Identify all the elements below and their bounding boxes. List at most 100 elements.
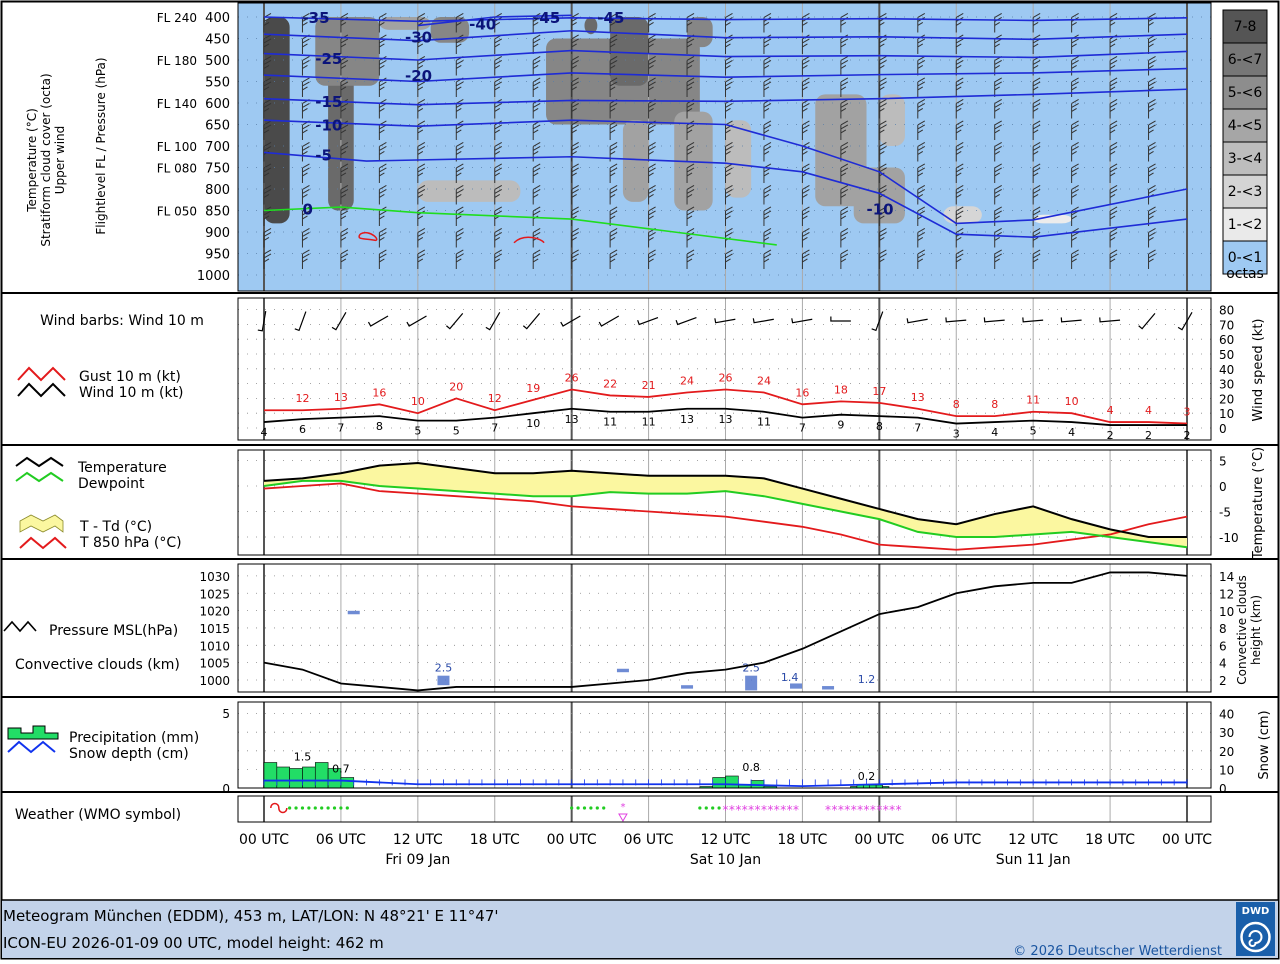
cloud-legend-swatch	[1222, 240, 1268, 275]
upper-wind-barb	[532, 185, 541, 205]
upper-wind-barb	[378, 163, 387, 183]
upper-wind-barb	[1109, 206, 1118, 226]
upper-wind-barb	[378, 185, 387, 205]
gust-value-label: 10	[411, 395, 425, 408]
wind-value-label: 2	[1184, 429, 1191, 442]
upper-wind-barb	[1071, 13, 1079, 33]
pressure-axes: 1030 1025 1020 1015 1010 1005 1000 14 12 10 8 6 4 2	[199, 570, 1234, 688]
snow-symbol: *	[729, 803, 735, 817]
upper-wind-barb	[878, 77, 887, 97]
upper-wind-barb	[378, 228, 387, 248]
time-tick-label: 18 UTC	[1085, 832, 1135, 848]
pressure-tick-label: 1025	[199, 587, 230, 601]
upper-wind-barb	[801, 249, 810, 269]
day-label: Sun 11 Jan	[996, 852, 1071, 868]
isotherm-line	[263, 67, 1188, 83]
gust-value-label: 12	[488, 392, 502, 405]
pressure-panel: 2.5 2.51.4 1.2 103010251020101510101005100…	[3, 563, 1263, 693]
upper-wind-barb	[1109, 56, 1118, 76]
upper-wind-barb	[378, 142, 387, 162]
time-tick-label: 06 UTC	[624, 832, 674, 848]
cloud-legend-swatch	[1222, 108, 1268, 143]
convective-cloud-bar	[745, 675, 758, 691]
upper-wind-barb	[301, 185, 310, 205]
upper-wind-barb	[648, 185, 656, 205]
rain-symbol	[717, 806, 721, 810]
upper-wind-barb	[648, 142, 656, 162]
upper-wind-barb	[994, 13, 1002, 33]
isotherm-line	[263, 49, 1188, 61]
day-label: Fri 09 Jan	[385, 852, 450, 868]
upper-wind-barb	[494, 228, 502, 248]
wind-value-label: 7	[799, 422, 806, 435]
upper-wind-barb	[1109, 13, 1118, 33]
upper-wind-barb	[725, 206, 733, 226]
isotherm-label: 0	[302, 200, 312, 218]
wind-value-label: 3	[953, 428, 960, 441]
upper-wind-barb	[686, 228, 695, 248]
upper-wind-barb	[455, 249, 464, 269]
flight-level-label: FL 180	[157, 54, 197, 68]
convective-tick-label: 14	[1219, 570, 1234, 584]
upper-wind-barb	[263, 249, 272, 269]
upper-wind-barb	[532, 56, 541, 76]
wind-tick-label: 0	[1219, 422, 1227, 436]
snow-symbol: *	[838, 803, 844, 817]
flight-level-label: FL 140	[157, 97, 197, 111]
upper-wind-barb	[955, 163, 964, 183]
cloud-patch	[417, 180, 521, 202]
freezing-contour	[513, 236, 545, 244]
upper-wind-barb	[917, 77, 926, 97]
wind-value-label: 4	[261, 426, 268, 439]
precip-value-label: 0.2	[858, 770, 876, 783]
upper-wind-barb	[994, 228, 1002, 248]
upper-wind-barb	[1032, 34, 1041, 54]
wind-tick-label: 30	[1219, 378, 1234, 392]
cloud-legend-label: 2-<3	[1228, 184, 1263, 200]
upper-wind-barbs	[263, 13, 1156, 269]
snow-tick-label: 30	[1219, 726, 1234, 740]
upper-wind-barb	[494, 99, 502, 119]
upper-wind-barb	[801, 228, 810, 248]
isotherm-label: -15	[315, 93, 342, 111]
upper-wind-barb	[840, 206, 849, 226]
upper-wind-barb	[1148, 142, 1156, 162]
cloud-legend-label: 6-<7	[1228, 52, 1263, 68]
upper-wind-barb	[1032, 249, 1041, 269]
upper-wind-barb	[878, 249, 887, 269]
upper-wind-barb	[340, 185, 349, 205]
convective-tick-label: 8	[1219, 622, 1227, 636]
upper-wind-barb	[994, 120, 1002, 140]
time-tick-label: 00 UTC	[547, 832, 597, 848]
snow-symbol: *	[844, 803, 850, 817]
upper-wind-barb	[340, 13, 349, 33]
upper-wind-barb	[1071, 56, 1079, 76]
surface-wind-barbs	[257, 311, 1193, 332]
upper-wind-barb	[417, 56, 426, 76]
upper-wind-barb	[878, 185, 887, 205]
upper-wind-barb	[571, 13, 579, 33]
convective-axis-title-1: Convective clouds	[1235, 575, 1249, 685]
pressure-tick-label: 500	[205, 54, 230, 69]
upper-wind-barb	[994, 142, 1002, 162]
convective-cloud-bar	[347, 610, 360, 615]
wind-grid	[238, 298, 1211, 440]
upper-wind-barb	[955, 249, 964, 269]
upper-wind-barb	[609, 163, 618, 183]
upper-wind-barb	[878, 99, 887, 119]
convective-cloud-bar	[437, 675, 450, 686]
snow-symbol: *	[857, 803, 863, 817]
precipitation-grid	[238, 702, 1211, 789]
upper-wind-barb	[686, 56, 695, 76]
upper-wind-barb	[955, 34, 964, 54]
upper-wind-barb	[917, 228, 926, 248]
pressure-tick-label: 1030	[199, 570, 230, 584]
upper-wind-barb	[378, 249, 387, 269]
upper-wind-barb	[725, 56, 733, 76]
upper-wind-barb	[301, 99, 310, 119]
upper-wind-barb	[263, 185, 272, 205]
surface-wind-barb	[446, 312, 464, 330]
isotherm-lines: -35 -30 -25 -20 -15 -10 -5 0 -40 -45 -45 -10	[263, 9, 1188, 246]
wind-barbs-title: Wind barbs: Wind 10 m	[40, 313, 204, 329]
upper-wind-barb	[571, 163, 579, 183]
